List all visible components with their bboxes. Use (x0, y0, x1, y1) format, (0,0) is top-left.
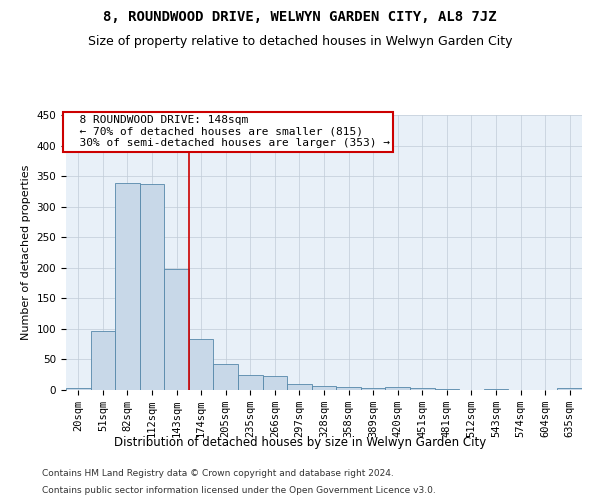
Bar (91, 330, 115, 390)
Text: 8, ROUNDWOOD DRIVE, WELWYN GARDEN CITY, AL8 7JZ: 8, ROUNDWOOD DRIVE, WELWYN GARDEN CITY, … (103, 10, 497, 24)
Bar (66, 388, 91, 390)
Bar (385, 387, 410, 390)
Bar (287, 384, 312, 390)
Bar (238, 374, 263, 390)
Y-axis label: Number of detached properties: Number of detached properties (21, 165, 31, 340)
Bar (410, 388, 434, 390)
Text: Contains public sector information licensed under the Open Government Licence v3: Contains public sector information licen… (42, 486, 436, 495)
Text: Size of property relative to detached houses in Welwyn Garden City: Size of property relative to detached ho… (88, 35, 512, 48)
Bar (557, 388, 582, 390)
Bar (484, 389, 508, 390)
Bar (164, 269, 189, 390)
Text: 8 ROUNDWOOD DRIVE: 148sqm
  ← 70% of detached houses are smaller (815)
  30% of : 8 ROUNDWOOD DRIVE: 148sqm ← 70% of detac… (66, 115, 390, 148)
Bar (189, 340, 214, 390)
Bar (140, 184, 164, 390)
Text: Contains HM Land Registry data © Crown copyright and database right 2024.: Contains HM Land Registry data © Crown c… (42, 468, 394, 477)
Bar (361, 388, 385, 390)
Bar (434, 389, 459, 390)
Bar (214, 364, 238, 390)
Bar (312, 386, 336, 390)
Text: Distribution of detached houses by size in Welwyn Garden City: Distribution of detached houses by size … (114, 436, 486, 449)
Bar (336, 387, 361, 390)
Bar (115, 184, 140, 390)
Bar (263, 376, 287, 390)
